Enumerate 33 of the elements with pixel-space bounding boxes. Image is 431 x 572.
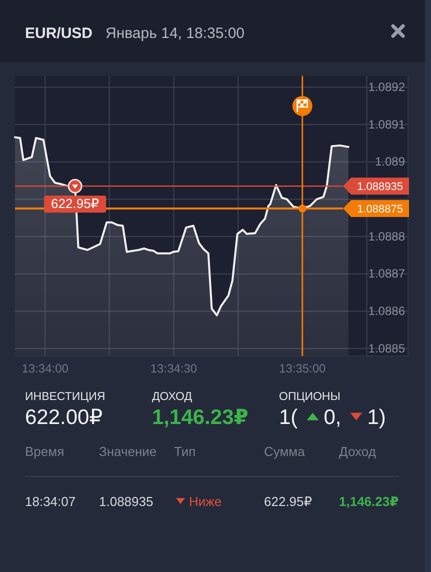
ref-line-label: 1.088935: [357, 181, 403, 194]
annotation: 622.95₽: [51, 196, 100, 212]
text: ОПЦИОНЫ: [279, 391, 340, 403]
text: Значение: [99, 444, 157, 459]
x-tick-label: 13:34:00: [22, 362, 69, 376]
text: 18:34:07: [25, 494, 76, 509]
text: 1,146.23₽: [152, 406, 248, 429]
y-tick-label: 1.0888: [368, 229, 406, 244]
y-tick-label: 1.0891: [368, 117, 406, 132]
text: 622.00₽: [25, 406, 103, 429]
text: Время: [25, 444, 64, 459]
text: 0,: [324, 406, 342, 429]
text: Сумма: [264, 444, 306, 459]
text: Ниже: [189, 494, 222, 509]
y-tick-label: 1.0887: [368, 266, 406, 281]
text: Доход: [339, 444, 376, 459]
text: 1,146.23₽: [339, 494, 399, 509]
y-tick-label: 1.0892: [368, 80, 406, 94]
chart-title: EUR/USD: [25, 25, 93, 42]
text: 1.088935: [99, 494, 154, 509]
y-tick-label: 1.0886: [368, 304, 406, 318]
x-tick-label: 13:34:30: [150, 362, 198, 376]
y-tick-label: 1.0885: [368, 341, 406, 356]
text: 1): [367, 406, 386, 429]
text: Тип: [174, 444, 196, 459]
text: 1(: [279, 406, 298, 429]
text: 622.95₽: [264, 494, 312, 509]
ref-line-label: 1.088875: [357, 204, 403, 216]
text: ИНВЕСТИЦИЯ: [25, 391, 106, 403]
y-tick-label: 1.089: [374, 154, 406, 169]
chart-subtitle: Январь 14, 18:35:00: [106, 25, 245, 42]
x-tick-label: 13:35:00: [279, 362, 326, 376]
text: ДОХОД: [152, 391, 192, 403]
